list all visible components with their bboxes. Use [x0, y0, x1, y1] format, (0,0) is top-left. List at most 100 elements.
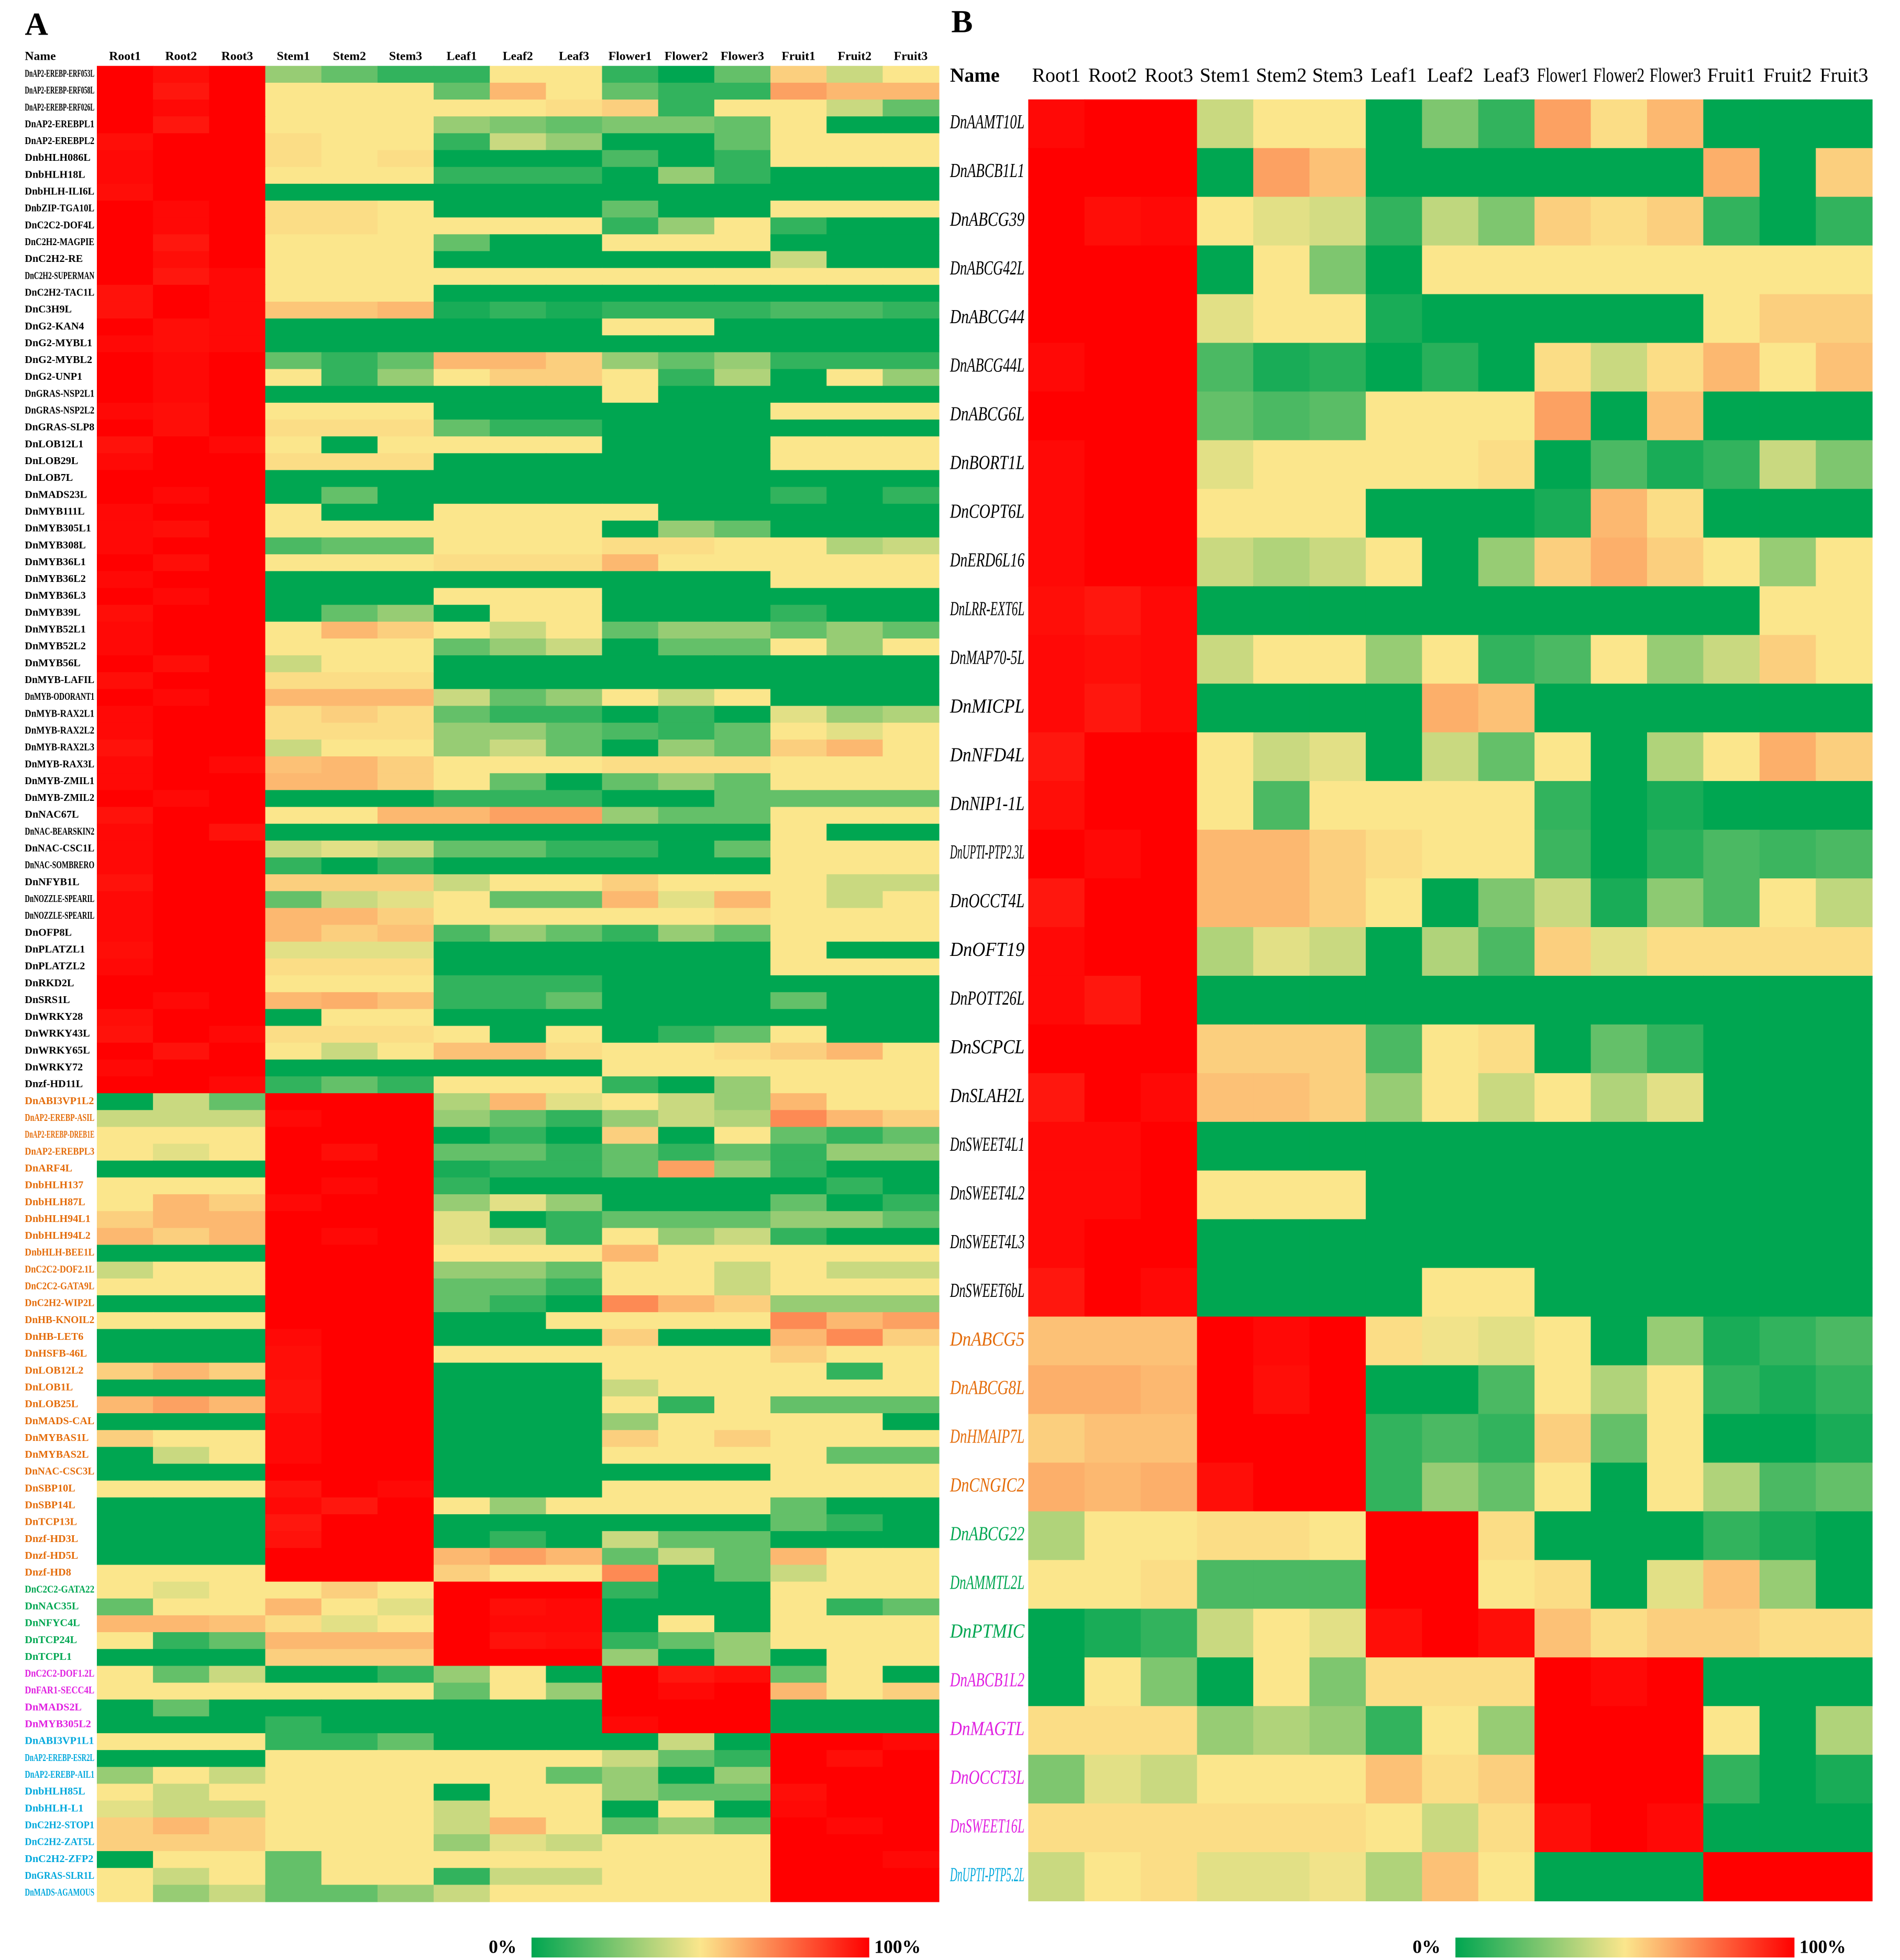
heatmap-cell — [1590, 732, 1648, 782]
heatmap-cell — [377, 100, 434, 117]
heatmap-cell — [1028, 684, 1085, 733]
heatmap-cell — [96, 722, 154, 740]
heatmap-cell — [826, 1026, 883, 1043]
heatmap-cell — [826, 133, 883, 151]
heatmap-cell — [321, 167, 378, 184]
heatmap-cell — [1590, 99, 1648, 149]
heatmap-cell — [153, 756, 210, 774]
heatmap-cell — [1253, 1414, 1310, 1463]
heatmap-cell — [1141, 1852, 1198, 1901]
heatmap-cell — [826, 1261, 883, 1279]
heatmap-cell — [546, 1160, 603, 1178]
heatmap-cell — [714, 992, 771, 1010]
heatmap-cell — [1703, 1511, 1760, 1561]
heatmap-cell — [658, 1783, 715, 1801]
heatmap-cell — [1084, 245, 1142, 295]
heatmap-cell — [714, 1026, 771, 1043]
heatmap-cell — [490, 1160, 547, 1178]
heatmap-cell — [490, 1143, 547, 1161]
heatmap-cell — [1141, 1462, 1198, 1512]
heatmap-cell — [714, 1059, 771, 1077]
heatmap-cell — [546, 82, 603, 101]
heatmap-cell — [209, 150, 266, 168]
heatmap-cell — [1534, 586, 1592, 636]
heatmap-cell — [1309, 1511, 1366, 1561]
heatmap-cell — [714, 301, 771, 320]
heatmap-cell — [377, 1615, 434, 1633]
heatmap-cell — [377, 1245, 434, 1262]
heatmap-cell — [826, 1009, 883, 1027]
heatmap-cell — [321, 217, 378, 235]
heatmap-cell — [1534, 1121, 1592, 1171]
heatmap-cell — [1703, 1219, 1760, 1269]
heatmap-cell — [826, 655, 883, 673]
heatmap-cell — [265, 402, 322, 420]
heatmap-cell — [1759, 635, 1817, 685]
heatmap-cell — [882, 874, 940, 892]
heatmap-cell — [826, 268, 883, 285]
heatmap-cell — [658, 470, 715, 488]
heatmap-cell — [490, 369, 547, 387]
heatmap-cell — [377, 200, 434, 218]
heatmap-cell — [377, 167, 434, 184]
heatmap-cell — [658, 1615, 715, 1633]
heatmap-cell — [1028, 1316, 1085, 1366]
heatmap-cell — [826, 571, 883, 589]
heatmap-cell — [209, 958, 266, 976]
heatmap-cell — [490, 200, 547, 218]
heatmap-cell — [1365, 1852, 1423, 1901]
heatmap-cell — [546, 1632, 603, 1650]
heatmap-cell — [377, 234, 434, 252]
heatmap-cell — [153, 1868, 210, 1886]
heatmap-cell — [826, 638, 883, 656]
heatmap-cell — [1478, 148, 1536, 197]
heatmap-cell — [321, 1548, 378, 1566]
row-label: DnSLAH2L — [949, 1085, 1024, 1107]
heatmap-cell — [377, 537, 434, 555]
heatmap-cell — [490, 840, 547, 858]
heatmap-cell — [1703, 196, 1760, 246]
heatmap-cell — [770, 335, 827, 353]
heatmap-cell — [826, 924, 883, 942]
row-label: DnSWEET4L2 — [949, 1182, 1024, 1204]
heatmap-cell — [321, 82, 378, 101]
heatmap-cell — [377, 1127, 434, 1144]
heatmap-cell — [714, 1447, 771, 1465]
heatmap-cell — [377, 1228, 434, 1246]
heatmap-cell — [265, 1076, 322, 1094]
heatmap-cell — [714, 1042, 771, 1060]
heatmap-cell — [96, 1531, 154, 1549]
heatmap-cell — [1647, 1706, 1704, 1756]
heatmap-cell — [265, 1295, 322, 1313]
heatmap-cell — [714, 369, 771, 387]
heatmap-cell — [1365, 1657, 1423, 1707]
heatmap-cell — [658, 436, 715, 454]
heatmap-cell — [96, 1851, 154, 1869]
heatmap-cell — [490, 1885, 547, 1902]
heatmap-cell — [1309, 1852, 1366, 1901]
heatmap-cell — [265, 1868, 322, 1886]
heatmap-cell — [1028, 196, 1085, 246]
heatmap-cell — [770, 487, 827, 504]
heatmap-cell — [658, 100, 715, 117]
heatmap-cell — [209, 672, 266, 690]
heatmap-cell — [1141, 1170, 1198, 1220]
row-label: DnMYBAS1L — [25, 1432, 89, 1444]
heatmap-cell — [546, 116, 603, 134]
heatmap-cell — [882, 790, 940, 808]
heatmap-cell — [1534, 343, 1592, 392]
heatmap-cell — [826, 1834, 883, 1852]
heatmap-cell — [714, 100, 771, 117]
heatmap-cell — [96, 217, 154, 235]
row-label: DnMYB36L2 — [25, 573, 85, 585]
heatmap-cell — [602, 1885, 659, 1902]
heatmap-cell — [1647, 927, 1704, 976]
row-label: DnAMMTL2L — [949, 1572, 1024, 1594]
heatmap-cell — [153, 436, 210, 454]
heatmap-cell — [1365, 1170, 1423, 1220]
heatmap-cell — [1703, 830, 1760, 879]
heatmap-cell — [1703, 537, 1760, 587]
heatmap-cell — [490, 1362, 547, 1380]
heatmap-cell — [1028, 99, 1085, 149]
heatmap-cell — [826, 1143, 883, 1161]
